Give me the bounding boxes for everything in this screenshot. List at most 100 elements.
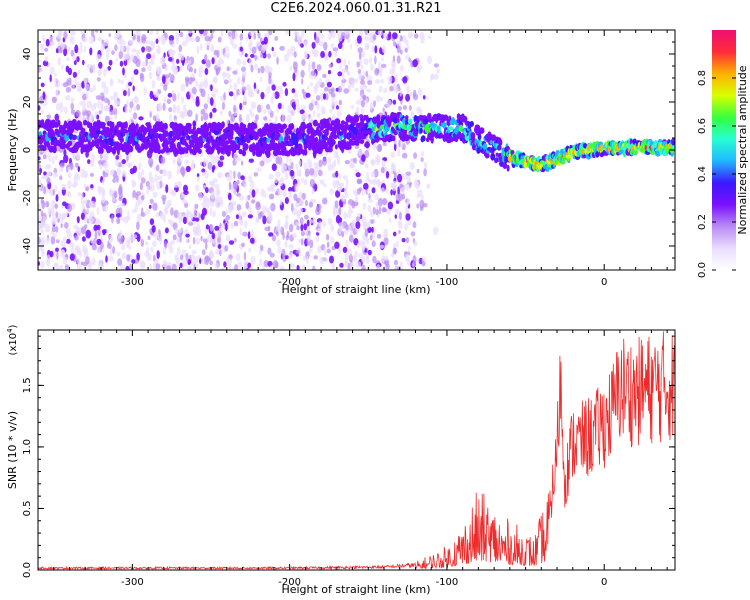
spectrogram-cell (256, 55, 260, 61)
spectrogram-cell (376, 264, 381, 270)
spectrogram-ridge-cell (420, 135, 426, 142)
spectrogram-ridge-cell (405, 115, 409, 120)
spectrogram-cell (162, 102, 166, 111)
spectrogram-cell (128, 107, 133, 113)
snr-y-tick-label: 0.5 (22, 501, 33, 517)
spectrogram-cell (416, 258, 420, 264)
spectrogram-cell (149, 90, 154, 100)
spectrogram-cell (42, 99, 48, 106)
spectrogram-ridge-cell (583, 143, 588, 149)
spectrogram-cell (375, 202, 379, 210)
spectrogram-cell (295, 249, 301, 254)
spectrogram-cell (317, 169, 323, 177)
spectrogram-cell (236, 204, 242, 211)
spectrogram-cell (289, 65, 293, 71)
spectrogram-ridge-cell (112, 149, 116, 154)
spectrogram-cell (120, 244, 126, 251)
spectrogram-cell (397, 148, 401, 157)
spectrogram-cell (370, 213, 374, 218)
spectrogram-cell (222, 72, 226, 81)
spectrogram-cell (181, 40, 188, 47)
spectrogram-cell (347, 60, 351, 66)
spectrogram-cell (275, 171, 281, 178)
spectrogram-cell (152, 52, 156, 59)
spectrogram-cell (199, 43, 203, 51)
spectrogram-cell (369, 101, 373, 111)
spectrogram-cell (398, 211, 402, 221)
spectrogram-cell (167, 199, 172, 208)
spectrogram-cell (367, 80, 373, 86)
spectrogram-cell (119, 45, 125, 52)
spectrogram-cell (173, 103, 176, 112)
spectrogram-cell (117, 258, 123, 266)
spectrogram-cell (330, 30, 336, 39)
spectrogram-ridge-cell (243, 143, 249, 150)
spectrogram-cell (270, 265, 273, 270)
spectrogram-cell (386, 208, 391, 215)
spectrogram-cell (402, 152, 408, 159)
spectrogram-cell (70, 102, 74, 110)
spectrogram-cell (282, 192, 287, 197)
spectrogram-cell (124, 107, 128, 114)
spectrogram-cell (379, 68, 383, 78)
spectrogram-cell (188, 244, 192, 250)
spectrogram-cell (206, 45, 210, 51)
spectrogram-ridge-cell (82, 119, 88, 126)
spectrogram-cell (230, 222, 234, 229)
spectrogram-cell (53, 77, 58, 82)
spectrogram-cell (300, 230, 305, 237)
spectrogram-cell (345, 224, 349, 231)
spectrogram-cell (365, 97, 368, 106)
spectrogram-cell (362, 202, 367, 210)
spectrogram-cell (228, 78, 232, 84)
spectrogram-cell (216, 188, 221, 196)
spectrogram-cell (329, 188, 335, 195)
spectrogram-cell (275, 156, 280, 165)
spectrogram-cell (288, 224, 294, 233)
spectrogram-cell (191, 86, 197, 95)
spectrogram-cell (308, 248, 313, 253)
spectrogram-cell (235, 253, 241, 262)
spectrogram-cell (130, 75, 135, 85)
spectrogram-cell (315, 81, 320, 87)
spectrogram-cell (45, 164, 52, 169)
spectrogram-cell (274, 177, 278, 184)
spectrogram-cell (117, 78, 121, 84)
spectrogram-cell (296, 225, 300, 231)
spectrogram-ridge-cell (299, 132, 304, 137)
spectrogram-cell (38, 66, 41, 73)
spectrogram-cell (69, 162, 74, 170)
spectrogram-cell (62, 236, 67, 243)
spectrogram-cell (141, 61, 147, 67)
spectrogram-cell (399, 183, 403, 189)
spectrogram-cell (338, 99, 343, 106)
spectrogram-cell (43, 215, 46, 225)
spectrogram-ridge-cell (71, 134, 78, 140)
spectrogram-cell (332, 180, 337, 187)
spectrogram-cell (253, 82, 257, 90)
spectrogram-cell (416, 203, 420, 209)
spectrogram-cell (192, 236, 196, 245)
spectrogram-cell (112, 178, 116, 184)
spectrogram-cell (257, 31, 261, 39)
spectrogram-ridge-cell (359, 139, 365, 144)
spectrogram-cell (371, 187, 376, 194)
spectrogram-cell (237, 261, 243, 269)
spectrogram-cell (188, 77, 193, 85)
spectrogram-cell (106, 228, 110, 235)
spectrogram-cell (139, 73, 145, 83)
spectrogram-cell (138, 116, 144, 121)
spectrogram-cell (276, 225, 282, 233)
spectrogram-cell (427, 55, 433, 65)
spectrogram-cell (116, 217, 121, 225)
spectrogram-ridge-cell (108, 133, 115, 139)
spectrogram-cell (45, 237, 50, 245)
spectrogram-ridge-cell (448, 126, 454, 131)
spectrogram-cell (212, 178, 218, 183)
spectrogram-cell (201, 249, 206, 256)
spectrogram-ridge-cell (204, 130, 209, 136)
spectrogram-cell (122, 252, 127, 260)
spectrogram-cell (344, 260, 349, 267)
spectrogram-cell (73, 175, 77, 184)
spectrogram-cell (301, 105, 307, 110)
